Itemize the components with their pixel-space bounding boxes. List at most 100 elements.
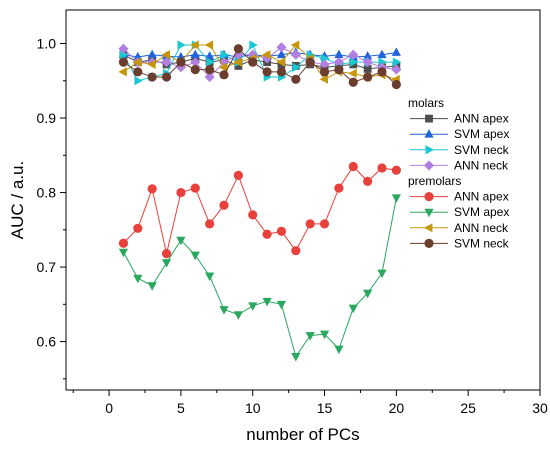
legend-item-premolars-svm-apex: SVM apex bbox=[410, 205, 509, 219]
data-point-premolars-svm-neck bbox=[319, 67, 330, 77]
y-tick-label: 0.9 bbox=[37, 110, 57, 126]
data-point-molars-ann-neck bbox=[319, 59, 330, 70]
y-tick-label: 0.6 bbox=[37, 334, 57, 350]
data-point-premolars-ann-neck bbox=[290, 40, 300, 50]
data-point-premolars-ann-neck bbox=[190, 40, 199, 50]
data-point-premolars-svm-apex bbox=[190, 251, 200, 261]
data-point-premolars-ann-apex bbox=[190, 183, 200, 193]
data-point-premolars-ann-neck bbox=[262, 50, 271, 60]
x-tick-label: 15 bbox=[317, 400, 333, 416]
data-point-premolars-svm-neck bbox=[205, 65, 215, 75]
data-point-molars-ann-neck bbox=[333, 57, 344, 68]
legend-marker bbox=[423, 160, 435, 171]
data-point-molars-ann-neck bbox=[262, 53, 273, 64]
data-point-molars-svm-apex bbox=[147, 49, 157, 59]
data-point-premolars-svm-apex bbox=[305, 332, 315, 341]
data-point-premolars-svm-neck bbox=[133, 67, 143, 77]
data-point-molars-ann-neck bbox=[276, 42, 287, 53]
data-point-molars-svm-apex bbox=[205, 51, 215, 60]
data-point-premolars-svm-neck bbox=[219, 70, 229, 80]
data-point-premolars-svm-apex bbox=[319, 330, 330, 340]
legend-label: SVM apex bbox=[454, 127, 509, 141]
data-point-premolars-svm-neck bbox=[291, 74, 301, 84]
data-point-premolars-svm-neck bbox=[176, 57, 186, 67]
legend-item-molars-ann-apex: ANN apex bbox=[410, 112, 509, 126]
data-point-molars-ann-neck bbox=[190, 57, 201, 68]
data-point-premolars-ann-apex bbox=[377, 163, 387, 173]
data-point-molars-svm-apex bbox=[190, 49, 200, 59]
data-point-premolars-ann-apex bbox=[176, 187, 186, 198]
series-line-premolars-ann-apex bbox=[123, 165, 397, 254]
legend-item-premolars-ann-apex: ANN apex bbox=[410, 190, 509, 204]
data-point-molars-ann-neck bbox=[362, 57, 373, 68]
data-point-premolars-svm-apex bbox=[262, 297, 272, 307]
x-tick-label: 25 bbox=[460, 400, 476, 416]
data-point-molars-ann-neck bbox=[233, 49, 244, 60]
data-point-premolars-ann-apex bbox=[262, 229, 272, 239]
data-point-premolars-svm-apex bbox=[291, 353, 301, 362]
data-point-premolars-ann-apex bbox=[147, 184, 157, 194]
legend-group-title: premolars bbox=[408, 174, 461, 188]
series-premolars-ann-apex bbox=[118, 161, 401, 259]
legend-label: ANN apex bbox=[454, 190, 509, 204]
data-point-premolars-svm-apex bbox=[219, 306, 229, 315]
data-point-premolars-svm-neck bbox=[118, 57, 129, 67]
data-point-premolars-ann-neck bbox=[204, 40, 214, 50]
data-point-premolars-svm-apex bbox=[391, 194, 401, 203]
data-point-premolars-ann-neck bbox=[276, 57, 285, 67]
y-tick-label: 0.8 bbox=[37, 185, 57, 201]
data-point-premolars-svm-apex bbox=[276, 300, 287, 310]
data-point-premolars-svm-neck bbox=[147, 72, 157, 82]
data-point-premolars-ann-apex bbox=[348, 161, 358, 172]
legend-item-premolars-svm-neck: SVM neck bbox=[410, 236, 510, 250]
series-line-premolars-svm-apex bbox=[123, 197, 397, 358]
data-point-molars-svm-neck bbox=[292, 62, 301, 72]
data-point-premolars-svm-apex bbox=[161, 259, 172, 268]
legend-label: SVM apex bbox=[454, 205, 509, 219]
data-point-premolars-svm-neck bbox=[363, 72, 373, 82]
data-point-premolars-ann-apex bbox=[161, 249, 172, 259]
legend-label: SVM neck bbox=[454, 143, 510, 157]
data-point-molars-svm-apex bbox=[377, 49, 387, 59]
data-point-premolars-svm-apex bbox=[205, 272, 215, 282]
x-tick-label: 20 bbox=[389, 400, 405, 416]
data-point-premolars-ann-apex bbox=[334, 183, 344, 193]
legend-marker bbox=[424, 129, 434, 138]
data-point-molars-ann-apex bbox=[363, 64, 372, 73]
y-axis-title: AUC / a.u. bbox=[8, 161, 27, 239]
data-point-premolars-ann-apex bbox=[248, 210, 258, 220]
data-point-molars-svm-neck bbox=[206, 57, 215, 67]
legend-item-molars-ann-neck: ANN neck bbox=[410, 158, 509, 172]
data-point-premolars-svm-apex bbox=[248, 302, 258, 311]
data-point-premolars-ann-neck bbox=[348, 68, 357, 78]
data-point-molars-ann-apex bbox=[234, 61, 243, 70]
legend-group-title: molars bbox=[408, 96, 444, 110]
legend-item-premolars-ann-neck: ANN neck bbox=[410, 221, 509, 235]
data-point-molars-svm-neck bbox=[349, 57, 359, 67]
legend-item-molars-svm-neck: SVM neck bbox=[410, 143, 510, 157]
data-point-premolars-svm-neck bbox=[276, 67, 287, 77]
legend-label: ANN neck bbox=[454, 221, 509, 235]
data-point-premolars-ann-apex bbox=[205, 219, 215, 229]
data-point-molars-svm-neck bbox=[392, 57, 402, 67]
data-point-premolars-svm-apex bbox=[133, 274, 143, 284]
data-point-premolars-ann-neck bbox=[161, 50, 170, 60]
plot-frame bbox=[65, 9, 541, 391]
data-point-premolars-ann-neck bbox=[147, 59, 156, 69]
data-point-molars-ann-neck bbox=[391, 64, 402, 75]
data-point-premolars-svm-neck bbox=[377, 67, 387, 77]
x-tick-label: 10 bbox=[245, 400, 261, 416]
data-point-premolars-svm-neck bbox=[161, 72, 172, 82]
x-tick-label: 30 bbox=[532, 400, 548, 416]
data-point-premolars-svm-neck bbox=[248, 57, 258, 67]
data-point-premolars-ann-apex bbox=[219, 200, 229, 210]
data-point-premolars-svm-apex bbox=[363, 289, 373, 299]
x-tick-label: 5 bbox=[177, 400, 185, 416]
x-tick-label: 0 bbox=[105, 400, 113, 416]
data-point-premolars-ann-neck bbox=[132, 57, 142, 67]
series-layer bbox=[118, 40, 402, 362]
x-axis-title: number of PCs bbox=[246, 425, 359, 444]
y-tick-label: 0.7 bbox=[37, 259, 57, 275]
data-point-molars-svm-apex bbox=[391, 47, 401, 56]
data-point-premolars-ann-apex bbox=[363, 176, 373, 186]
